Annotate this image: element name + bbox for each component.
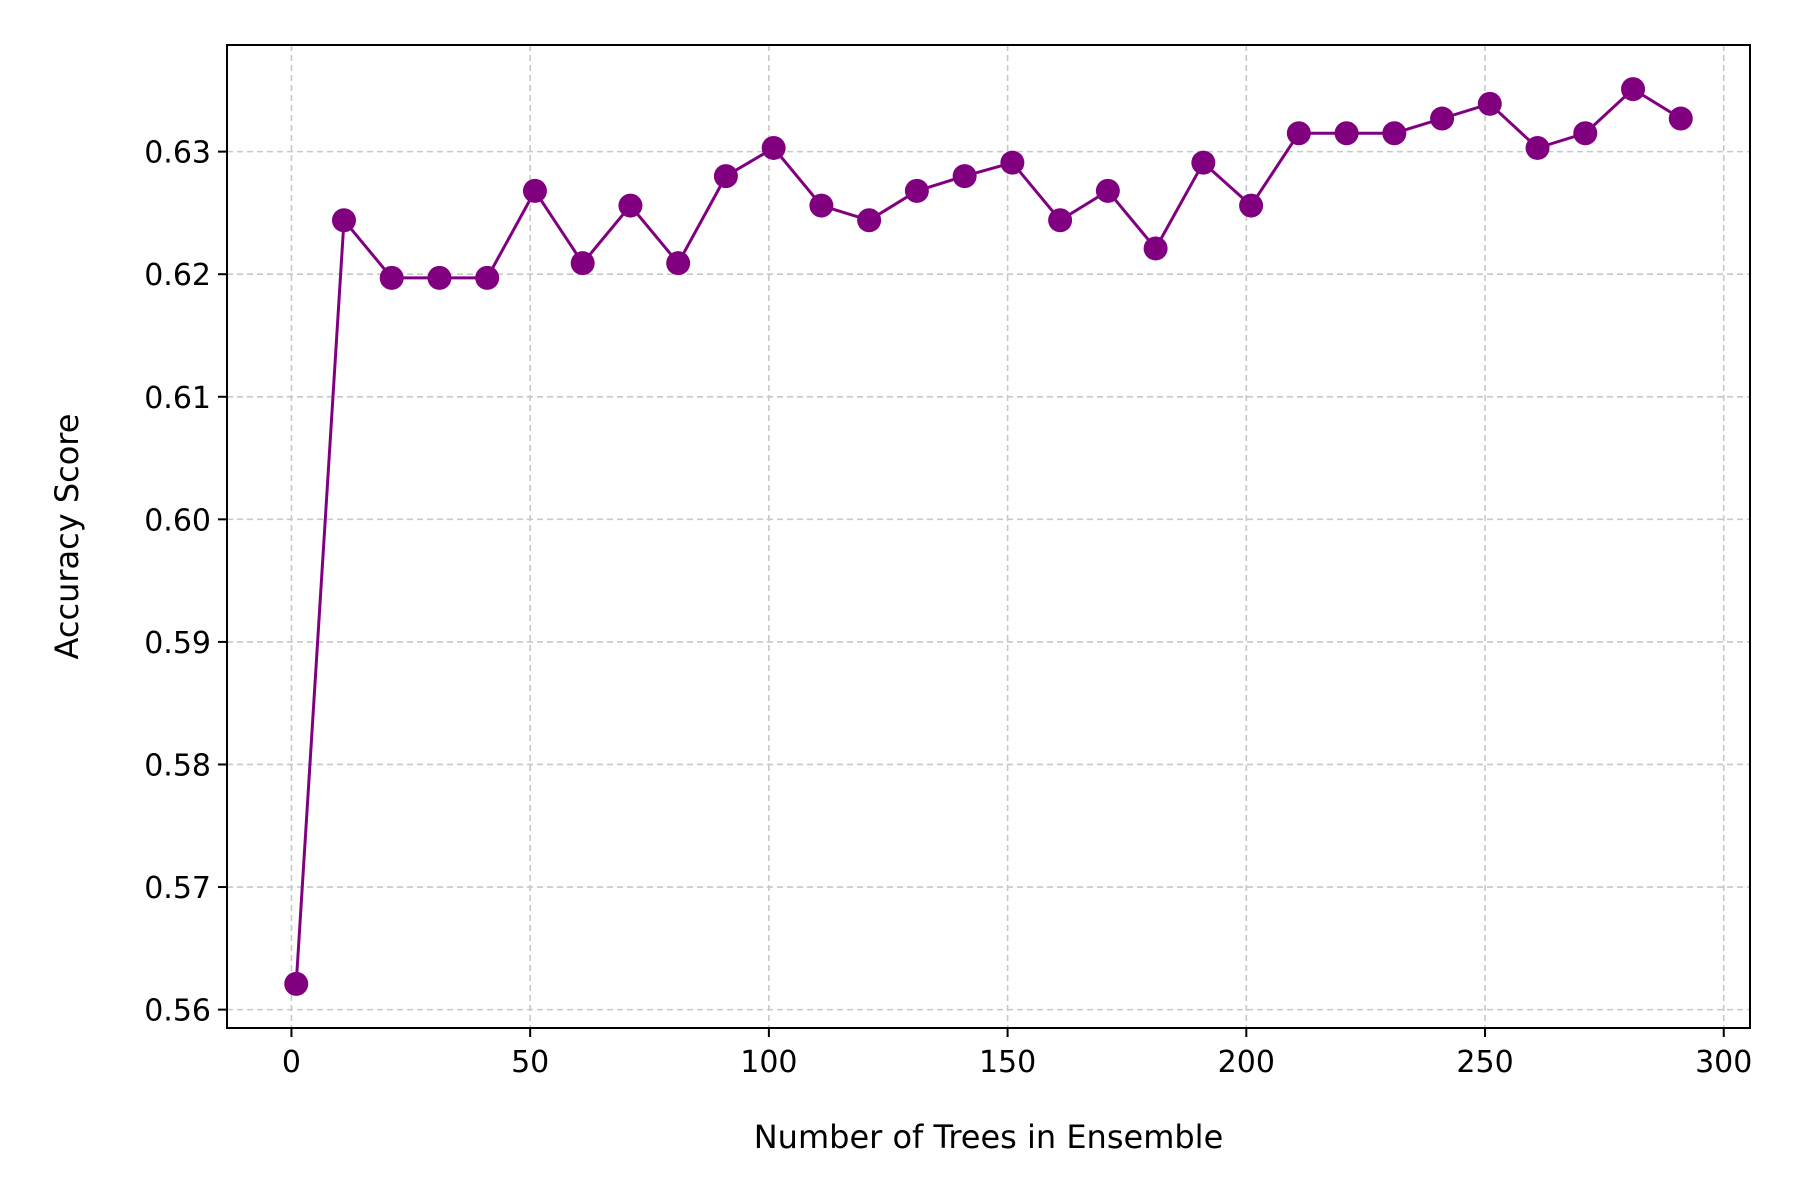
data-point xyxy=(1525,135,1550,160)
y-tick-label: 0.62 xyxy=(144,258,211,293)
data-point xyxy=(379,265,404,290)
x-tick-label: 200 xyxy=(1218,1045,1275,1080)
y-tick-label: 0.58 xyxy=(144,748,211,783)
y-tick-label: 0.61 xyxy=(144,381,211,416)
data-point xyxy=(522,178,547,203)
data-point xyxy=(1621,77,1646,102)
data-point xyxy=(570,251,595,276)
data-point xyxy=(952,164,977,189)
data-point xyxy=(1143,236,1168,261)
data-point xyxy=(1668,106,1693,131)
data-point xyxy=(713,164,738,189)
data-point xyxy=(618,193,643,218)
x-tick-label: 250 xyxy=(1456,1045,1513,1080)
ticks: 0 50 100 150 200 250 300 0.56 0.57 0.58 0.59 0.60 0.… xyxy=(144,136,1752,1080)
x-tick-label: 150 xyxy=(979,1045,1036,1080)
y-tick-label: 0.57 xyxy=(144,871,211,906)
data-point xyxy=(761,135,786,160)
data-point xyxy=(475,265,500,290)
x-tick-label: 100 xyxy=(740,1045,797,1080)
data-point xyxy=(1573,121,1598,146)
data-point xyxy=(1095,178,1120,203)
data-point xyxy=(809,193,834,218)
y-tick-label: 0.60 xyxy=(144,503,211,538)
data-point xyxy=(1048,208,1073,233)
data-point xyxy=(1430,106,1455,131)
x-tick-label: 300 xyxy=(1695,1045,1752,1080)
data-point xyxy=(1382,121,1407,146)
data-point xyxy=(1286,121,1311,146)
y-tick-label: 0.56 xyxy=(144,994,211,1029)
y-axis-label: Accuracy Score xyxy=(48,414,86,660)
y-tick-label: 0.63 xyxy=(144,136,211,171)
data-point xyxy=(1334,121,1359,146)
x-tick-label: 50 xyxy=(511,1045,549,1080)
data-point xyxy=(1000,150,1025,175)
data-point xyxy=(857,208,882,233)
data-point xyxy=(1477,91,1502,116)
data-point xyxy=(331,208,356,233)
data-point xyxy=(1191,150,1216,175)
data-point xyxy=(666,251,691,276)
x-axis-label: Number of Trees in Ensemble xyxy=(754,1118,1224,1156)
y-tick-label: 0.59 xyxy=(144,626,211,661)
plot-frame xyxy=(226,44,1751,1029)
data-point xyxy=(284,971,309,996)
data-point xyxy=(427,265,452,290)
data-point xyxy=(904,178,929,203)
data-point xyxy=(1239,193,1264,218)
series-layer xyxy=(284,77,1693,996)
x-tick-label: 0 xyxy=(282,1045,301,1080)
